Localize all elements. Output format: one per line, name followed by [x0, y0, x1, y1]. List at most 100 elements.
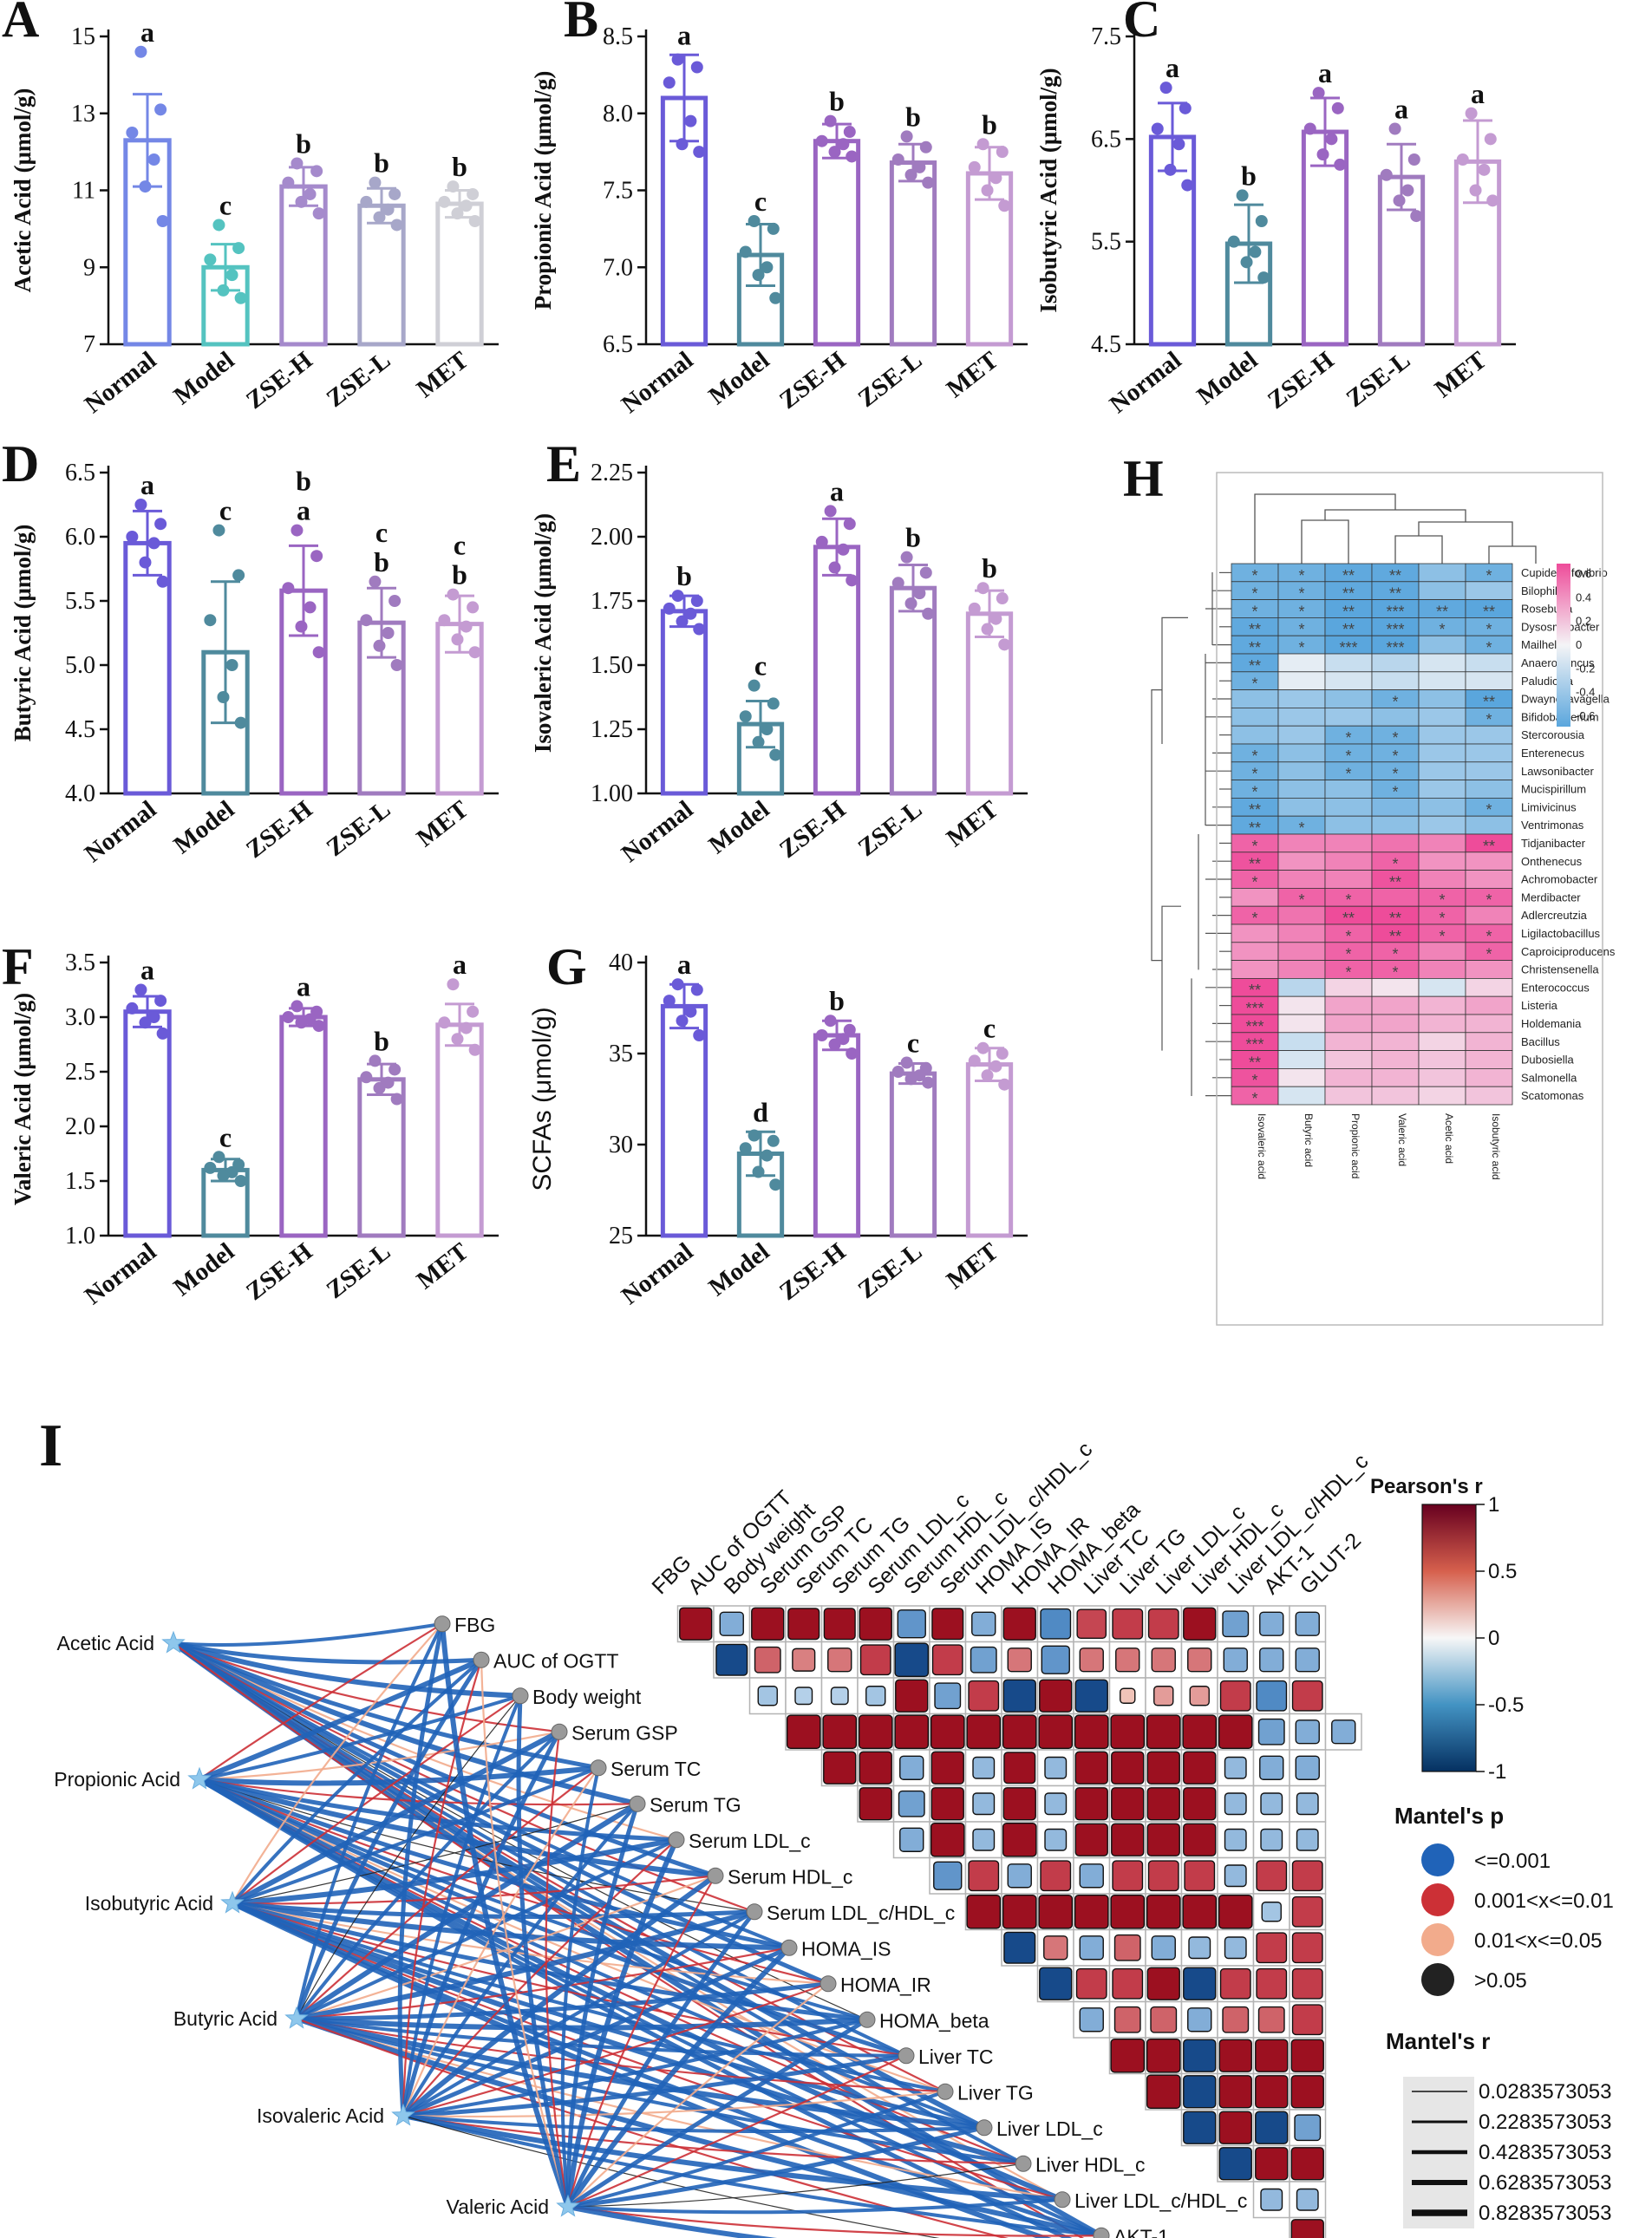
data-point: [217, 1169, 230, 1182]
correlation-square: [1291, 1860, 1323, 1892]
heatmap-cell: [1231, 708, 1279, 727]
correlation-square: [1146, 1714, 1181, 1750]
data-point: [451, 1033, 464, 1046]
correlation-square: [1189, 1686, 1210, 1706]
mantel-link: [295, 1730, 561, 2020]
mantel-link: [232, 1837, 677, 1906]
correlation-square: [1111, 1751, 1145, 1785]
data-point: [291, 157, 304, 170]
correlation-square: [1183, 2111, 1217, 2144]
data-point: [671, 978, 684, 991]
column-label: Isobutyric acid: [1490, 1113, 1502, 1180]
significance-stars: **: [1483, 603, 1495, 620]
acid-label: Isobutyric Acid: [85, 1892, 213, 1915]
data-point: [989, 1060, 1002, 1073]
row-label: Tidjanibacter: [1521, 837, 1586, 850]
data-point: [310, 165, 323, 178]
data-point: [147, 153, 160, 166]
mantel-link: [560, 1767, 600, 2208]
acid-star-icon: [284, 2006, 309, 2029]
heatmap-cell: [1231, 960, 1279, 979]
significance-stars: *: [1345, 766, 1351, 783]
data-point: [968, 1054, 981, 1067]
heatmap-cell: [1418, 978, 1466, 997]
correlation-square: [1074, 1751, 1108, 1785]
heatmap-cell: [1324, 833, 1373, 853]
correlation-square: [1218, 1894, 1253, 1929]
mantel-link: [402, 2115, 940, 2238]
heatmap-cell: [1371, 1068, 1420, 1087]
x-tick-label: ZSE-H: [241, 1237, 318, 1306]
heatmap-cell: [1324, 671, 1373, 690]
correlation-square: [1187, 1648, 1212, 1673]
row-label: Ventrimonas: [1521, 819, 1584, 832]
heatmap-cell: [1324, 653, 1373, 673]
data-point: [1456, 153, 1469, 166]
correlation-square: [1146, 2038, 1181, 2073]
correlation-square: [1146, 1823, 1180, 1856]
significance-letter: c: [219, 1121, 232, 1152]
mantel-link: [402, 1910, 755, 2117]
data-point: [752, 1165, 765, 1178]
significance-letter: a: [297, 970, 310, 1002]
heatmap-cell: [1465, 870, 1513, 889]
significance-stars: *: [1251, 1090, 1257, 1107]
data-point: [919, 566, 932, 579]
data-point: [139, 556, 152, 569]
correlation-square: [1224, 1936, 1247, 1960]
variable-node: [473, 1651, 490, 1668]
heatmap-cell: [1465, 1050, 1513, 1069]
correlation-square: [933, 1861, 963, 1890]
y-tick-label: 13: [71, 101, 95, 127]
significance-stars: *: [1251, 567, 1257, 584]
correlation-square: [823, 1751, 857, 1785]
data-point: [460, 1021, 473, 1034]
data-point: [390, 1093, 403, 1106]
correlation-square: [1183, 1967, 1217, 2000]
correlation-square: [1259, 1648, 1284, 1673]
row-label: Mailhella: [1521, 638, 1566, 651]
mantel-link: [402, 1873, 717, 2118]
x-tick-label: ZSE-L: [322, 795, 396, 862]
data-point: [996, 146, 1009, 159]
significance-stars: *: [1251, 603, 1257, 620]
significance-letter: b: [905, 522, 921, 553]
data-point: [676, 138, 689, 151]
correlation-square: [1182, 1714, 1218, 1750]
dendrogram-branch: [1254, 493, 1396, 510]
significance-stars: *: [1251, 766, 1257, 783]
significance-stars: **: [1342, 585, 1355, 603]
heatmap-frame: [1216, 472, 1603, 1326]
panel-letter-B: B: [564, 0, 598, 48]
data-point: [156, 215, 169, 227]
significance-letter: b: [829, 86, 845, 117]
heatmap-cell: [1465, 761, 1513, 780]
y-tick-label: 2.0: [65, 1113, 95, 1140]
correlation-square: [757, 1686, 778, 1706]
heatmap-cell: [1324, 995, 1373, 1015]
data-point: [1401, 184, 1414, 197]
significance-stars: *: [1298, 621, 1304, 638]
heatmap-cell: [1371, 1032, 1420, 1052]
row-label: Ligilactobacillus: [1521, 927, 1601, 940]
mantel-link: [296, 1766, 599, 2019]
data-point: [460, 620, 473, 633]
heatmap-cell: [1277, 1014, 1326, 1034]
correlation-square: [1113, 2006, 1141, 2033]
data-point: [295, 620, 308, 633]
correlation-square: [1255, 2147, 1289, 2181]
correlation-square: [1120, 1687, 1136, 1704]
mantel-link: [231, 1658, 483, 1905]
correlation-square: [792, 1648, 816, 1672]
correlation-square: [1038, 1714, 1074, 1750]
heatmap-cell: [1277, 671, 1326, 690]
bar-MET: [435, 1022, 484, 1238]
significance-stars: *: [1345, 946, 1351, 963]
data-point: [154, 103, 167, 116]
heatmap-cell: [1465, 978, 1513, 997]
significance-stars: **: [1483, 693, 1495, 710]
data-point: [212, 524, 225, 537]
y-tick-label: 30: [609, 1132, 633, 1158]
color-legend-bar: [1557, 564, 1570, 727]
